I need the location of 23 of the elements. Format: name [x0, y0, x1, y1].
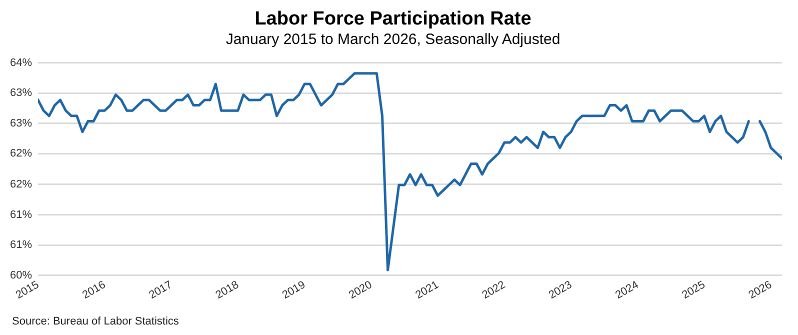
y-tick-label: 62%: [10, 148, 32, 160]
x-tick-label: 2015: [14, 278, 42, 302]
y-tick-label: 61%: [10, 208, 32, 221]
x-tick-label: 2019: [280, 278, 308, 302]
x-tick-label: 2018: [214, 278, 241, 302]
y-tick-label: 62%: [10, 178, 32, 191]
y-tick-label: 61%: [10, 239, 32, 252]
chart-subtitle: January 2015 to March 2026, Seasonally Adjusted: [226, 30, 560, 48]
y-tick-label: 60%: [10, 269, 32, 282]
chart-title: Labor Force Participation Rate: [254, 8, 532, 30]
x-tick-label: 2022: [480, 278, 508, 302]
x-tick-label: 2025: [680, 278, 708, 302]
x-tick-label: 2024: [613, 278, 641, 302]
source-note: Source: Bureau of Labor Statistics: [12, 316, 180, 328]
x-tick-label: 2023: [546, 278, 574, 302]
x-tick-label: 2026: [746, 278, 774, 302]
y-tick-label: 63%: [10, 117, 32, 130]
x-tick-label: 2020: [346, 278, 374, 302]
x-tick-label: 2016: [80, 278, 108, 302]
x-tick-label: 2017: [147, 278, 174, 302]
y-tick-label: 63%: [10, 87, 32, 100]
y-tick-label: 64%: [10, 56, 32, 69]
x-tick-label: 2021: [414, 278, 441, 302]
